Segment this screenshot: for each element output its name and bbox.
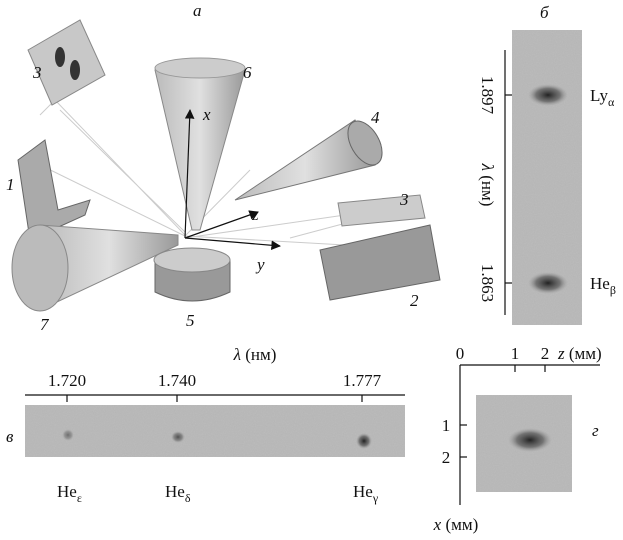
part-number: 3 xyxy=(32,63,42,82)
part-number: 7 xyxy=(40,315,50,334)
sub: γ xyxy=(372,491,379,505)
base: He xyxy=(353,482,373,501)
tick-label: 0 xyxy=(456,344,465,363)
axis-name: y xyxy=(255,255,265,274)
tick-label: 1.777 xyxy=(343,371,382,390)
spot xyxy=(528,272,568,294)
axis-label: λ (нм) xyxy=(233,345,277,364)
figure: а 3 6 4 1 3 2 5 7 x z y б 1.897 1.863 λ … xyxy=(0,0,623,540)
panel-label: г xyxy=(592,421,599,440)
part-number: 3 xyxy=(399,190,409,209)
axis-label: x (мм) xyxy=(433,515,479,534)
spot xyxy=(62,429,74,441)
unit: (нм) xyxy=(245,345,276,364)
line-label: Heδ xyxy=(165,482,191,505)
part-number: 5 xyxy=(186,311,195,330)
panel-label: в xyxy=(6,427,14,446)
unit: (нм) xyxy=(478,175,497,206)
axis-label: z (мм) xyxy=(557,344,602,363)
tick-label: 1.740 xyxy=(158,371,196,390)
tick-label: 2 xyxy=(442,448,451,467)
tick-label: 2 xyxy=(541,344,550,363)
tick-label: 1.720 xyxy=(48,371,86,390)
spot xyxy=(508,428,552,452)
part-number: 1 xyxy=(6,175,15,194)
symbol: z xyxy=(557,344,565,363)
tick-label: 1.863 xyxy=(478,264,497,302)
sub: δ xyxy=(185,491,191,505)
unit: (мм) xyxy=(445,515,478,534)
axis-name: x xyxy=(202,105,211,124)
symbol: x xyxy=(433,515,442,534)
symbol: λ xyxy=(478,163,497,171)
setup-drawing xyxy=(12,20,440,311)
line-label: Heε xyxy=(57,482,82,505)
sub: α xyxy=(608,95,615,109)
unit: (мм) xyxy=(569,344,602,363)
part-number: 2 xyxy=(410,291,419,310)
sub: ε xyxy=(77,491,82,505)
part-number: 4 xyxy=(371,108,380,127)
line-label: Heγ xyxy=(353,482,379,505)
line-label: Heβ xyxy=(590,274,616,297)
spot xyxy=(171,431,185,443)
tick-label: 1 xyxy=(511,344,520,363)
base: He xyxy=(590,274,610,293)
panel-label: а xyxy=(193,1,202,20)
symbol: λ xyxy=(233,345,241,364)
panel-label: б xyxy=(540,3,549,22)
noise xyxy=(25,405,405,457)
spot xyxy=(356,433,372,449)
line-label: Lyα xyxy=(590,86,615,109)
base: He xyxy=(57,482,77,501)
tick-label: 1 xyxy=(442,416,451,435)
sub: β xyxy=(610,283,616,297)
axis-label: λ (нм) xyxy=(478,163,497,207)
tick-label: 1.897 xyxy=(478,76,497,115)
part-number: 6 xyxy=(243,63,252,82)
base: Ly xyxy=(590,86,608,105)
base: He xyxy=(165,482,185,501)
spot xyxy=(528,84,568,106)
axis-name: z xyxy=(251,205,259,224)
